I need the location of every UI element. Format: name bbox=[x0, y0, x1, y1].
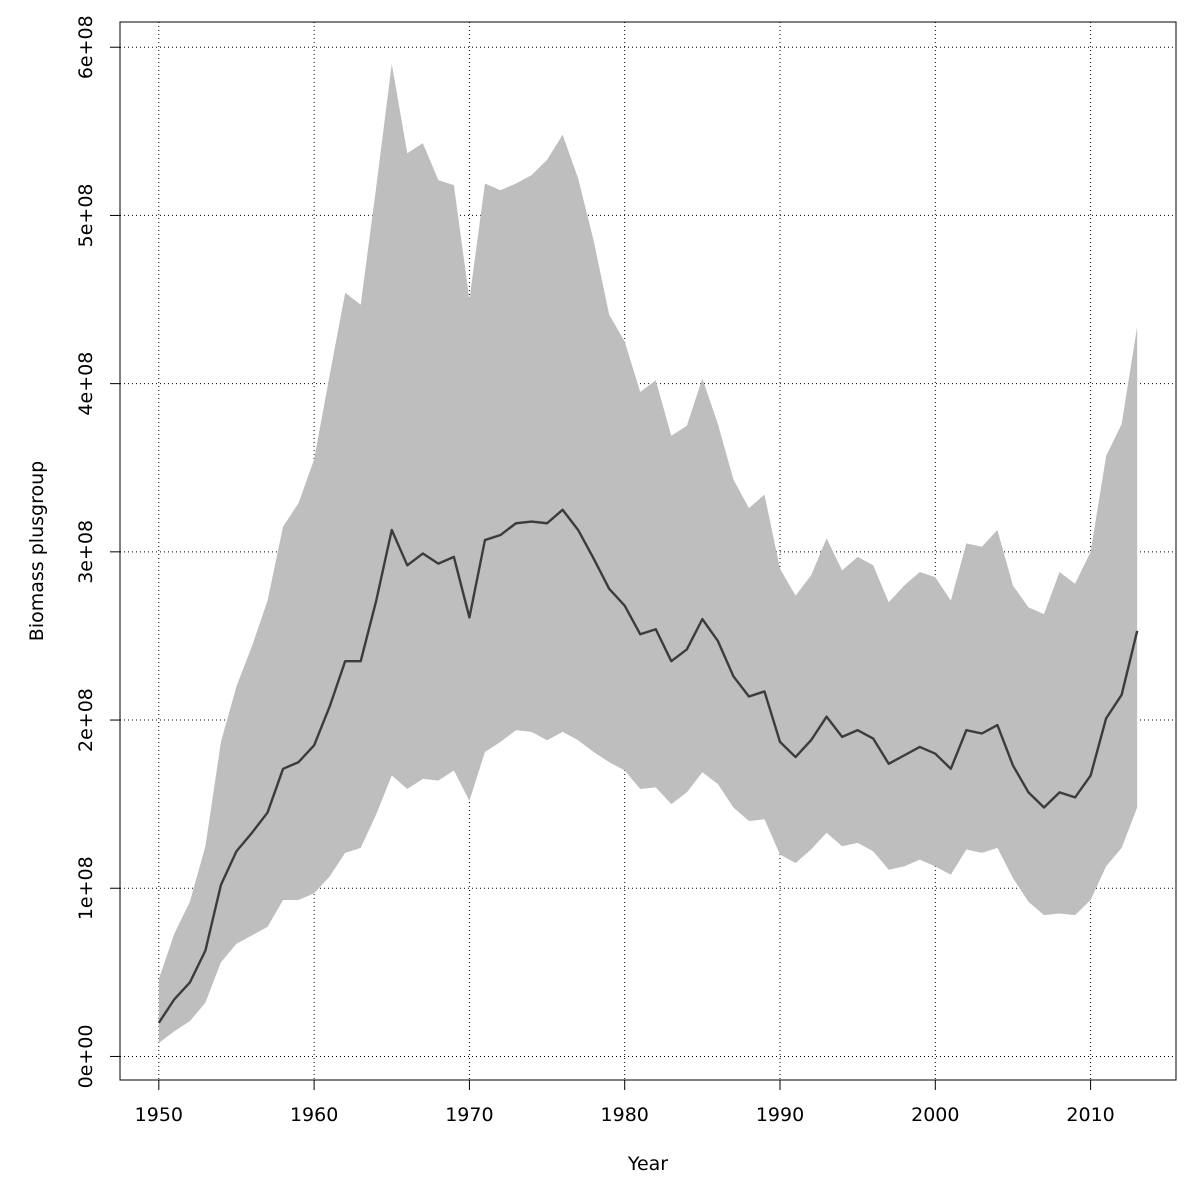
x-tick-label: 2000 bbox=[911, 1104, 959, 1126]
x-tick-label: 1960 bbox=[290, 1104, 338, 1126]
confidence-band bbox=[158, 64, 1138, 1044]
y-tick-label: 1e+08 bbox=[75, 856, 97, 920]
x-tick-label: 1970 bbox=[445, 1104, 493, 1126]
median-line bbox=[157, 508, 1139, 1024]
y-tick-label: 6e+08 bbox=[75, 15, 97, 79]
x-tick-label: 2010 bbox=[1066, 1104, 1114, 1126]
y-tick-label: 0e+00 bbox=[75, 1025, 97, 1089]
y-tick-label: 5e+08 bbox=[75, 183, 97, 247]
y-axis-title: Biomass plusgroup bbox=[26, 461, 48, 641]
y-tick-label: 4e+08 bbox=[75, 352, 97, 416]
x-tick-label: 1990 bbox=[756, 1104, 804, 1126]
y-tick-label: 3e+08 bbox=[75, 520, 97, 584]
x-axis-title: Year bbox=[627, 1153, 668, 1175]
confidence-band-layer bbox=[158, 64, 1138, 1044]
y-tick-label: 2e+08 bbox=[75, 688, 97, 752]
x-tick-label: 1980 bbox=[601, 1104, 649, 1126]
x-axis: 1950 1960 1970 1980 1990 2000 2010 bbox=[135, 1079, 1115, 1126]
median-line-layer bbox=[157, 508, 1139, 1024]
x-tick-label: 1950 bbox=[135, 1104, 183, 1126]
y-axis: 0e+00 1e+08 2e+08 3e+08 4e+08 5e+08 6e+08 bbox=[75, 15, 121, 1089]
